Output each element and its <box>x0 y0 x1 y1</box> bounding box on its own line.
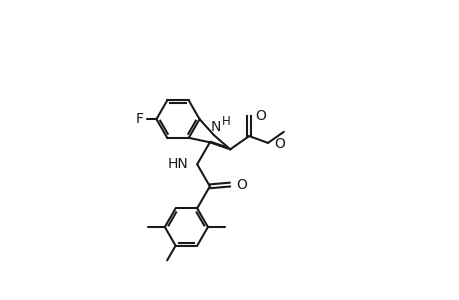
Text: H: H <box>221 115 230 128</box>
Text: F: F <box>135 112 143 126</box>
Text: O: O <box>274 137 285 152</box>
Text: O: O <box>235 178 246 192</box>
Text: N: N <box>210 121 220 134</box>
Text: O: O <box>255 109 266 123</box>
Text: HN: HN <box>167 157 188 171</box>
